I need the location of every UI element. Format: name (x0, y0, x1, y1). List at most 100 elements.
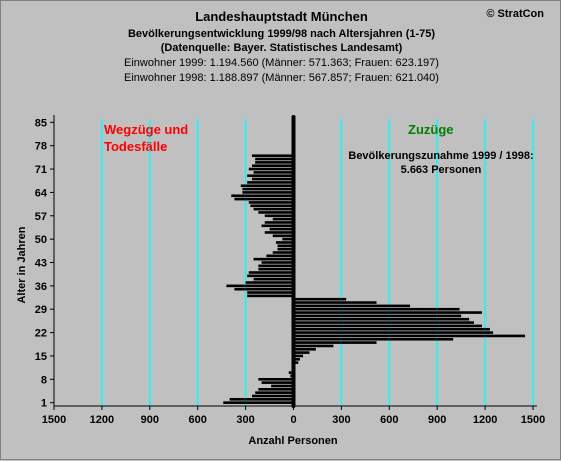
bar-age-3 (251, 394, 294, 398)
bar-age-55 (264, 221, 294, 224)
bar-age-50 (282, 237, 294, 241)
bar-age-44 (253, 257, 294, 261)
bar-age-8 (258, 378, 294, 381)
bar-age-72 (251, 164, 294, 168)
bar-age-69 (247, 174, 294, 178)
bar-age-38 (253, 277, 294, 281)
bar-age-63 (231, 194, 294, 198)
axes (50, 115, 537, 410)
bar-age-48 (277, 244, 294, 248)
bar-age-57 (264, 214, 294, 218)
bar-age-21 (293, 334, 526, 338)
bar-age-59 (253, 207, 294, 211)
chart-subtitle: Bevölkerungsentwicklung 1999/98 nach Alt… (127, 28, 436, 40)
x-axis-label: Anzahl Personen (248, 435, 338, 447)
bar-age-7 (261, 381, 294, 384)
x-tick-label-6: 300 (332, 414, 350, 426)
x-tick-label-2: 900 (141, 414, 159, 426)
bar-age-49 (275, 241, 294, 244)
bar-age-51 (272, 234, 294, 238)
y-tick-label-57: 57 (35, 211, 47, 223)
x-tick-label-5: 0 (290, 414, 296, 426)
bar-age-30 (293, 304, 411, 308)
bar-age-5 (258, 388, 294, 391)
bar-age-45 (266, 254, 294, 258)
bar-age-68 (251, 177, 294, 181)
bar-age-47 (277, 247, 294, 251)
x-tick-label-8: 900 (428, 414, 446, 426)
x-tick-label-9: 1200 (473, 414, 497, 426)
y-tick-label-64: 64 (35, 187, 48, 199)
bar-age-56 (272, 217, 294, 221)
bar-age-71 (248, 167, 294, 171)
y-axis-label: Alter in Jahren (16, 226, 28, 303)
bar-age-43 (261, 261, 294, 264)
bar-age-65 (242, 187, 294, 191)
left-side-label-line2: Todesfälle (104, 139, 167, 154)
y-tick-label-71: 71 (35, 164, 47, 176)
bar-age-60 (250, 204, 294, 208)
bar-age-16 (293, 351, 310, 354)
y-tick-label-78: 78 (35, 141, 47, 153)
bar-age-36 (226, 284, 294, 288)
bar-age-15 (293, 354, 304, 358)
bar-age-32 (293, 297, 347, 301)
bar-age-26 (293, 317, 470, 321)
bar-age-52 (264, 231, 294, 234)
bar-age-37 (245, 281, 294, 284)
y-tick-label-15: 15 (35, 351, 47, 363)
bar-age-62 (234, 197, 294, 201)
bar-age-73 (255, 161, 294, 164)
bar-age-20 (293, 337, 454, 341)
y-tick-label-36: 36 (35, 281, 47, 293)
bar-age-23 (293, 327, 490, 331)
bar-age-2 (229, 398, 294, 401)
data-source-note: (Datenquelle: Bayer. Statistisches Lande… (160, 42, 403, 54)
annotation-line2: 5.663 Personen (401, 164, 482, 176)
y-tick-label-29: 29 (35, 304, 47, 316)
y-tick-labels: 1 8 15 22 29 36 43 50 57 64 71 78 85 (35, 117, 48, 409)
bar-age-17 (293, 347, 316, 351)
bar-age-34 (247, 291, 294, 294)
x-tick-label-0: 1500 (42, 414, 66, 426)
left-side-label-line1: Wegzüge und (104, 122, 188, 137)
y-tick-label-22: 22 (35, 328, 47, 340)
bar-age-1 (223, 401, 294, 404)
bar-age-74 (255, 157, 294, 161)
population-1999-line: Einwohner 1999: 1.194.560 (Männer: 571.3… (124, 57, 439, 69)
chart-title: Landeshauptstadt München (195, 9, 368, 24)
bar-age-6 (271, 384, 294, 388)
bar-age-24 (293, 324, 482, 328)
bar-age-22 (293, 331, 494, 334)
bar-age-14 (293, 357, 300, 361)
annotation-line1: Bevölkerungszunahme 1999 / 1998: (348, 150, 533, 162)
y-tick-label-8: 8 (41, 374, 47, 386)
bar-age-61 (248, 201, 294, 204)
bar-age-13 (293, 361, 299, 364)
x-tick-label-3: 600 (189, 414, 207, 426)
x-tick-labels: 1500 1200 900 600 300 0 300 600 900 1200 1500 (42, 414, 545, 426)
bar-age-18 (293, 344, 334, 348)
right-side-label: Zuzüge (408, 122, 454, 137)
bar-age-31 (293, 301, 377, 304)
bar-age-54 (261, 224, 294, 228)
bar-age-58 (258, 211, 294, 214)
bar-age-25 (293, 321, 474, 324)
y-tick-label-85: 85 (35, 117, 47, 129)
bar-age-64 (242, 191, 294, 194)
bar-age-42 (258, 264, 294, 268)
bar-age-28 (293, 311, 482, 314)
bar-age-40 (248, 271, 294, 274)
bar-age-27 (293, 314, 462, 318)
x-tick-label-7: 600 (380, 414, 398, 426)
bar-age-39 (247, 274, 294, 278)
bar-age-66 (240, 184, 294, 188)
y-tick-label-43: 43 (35, 258, 47, 270)
bar-age-67 (247, 181, 294, 184)
population-1998-line: Einwohner 1998: 1.188.897 (Männer: 567.8… (124, 72, 439, 84)
bar-age-46 (272, 251, 294, 254)
grid-lines (101, 119, 534, 406)
bar-age-75 (251, 154, 294, 158)
